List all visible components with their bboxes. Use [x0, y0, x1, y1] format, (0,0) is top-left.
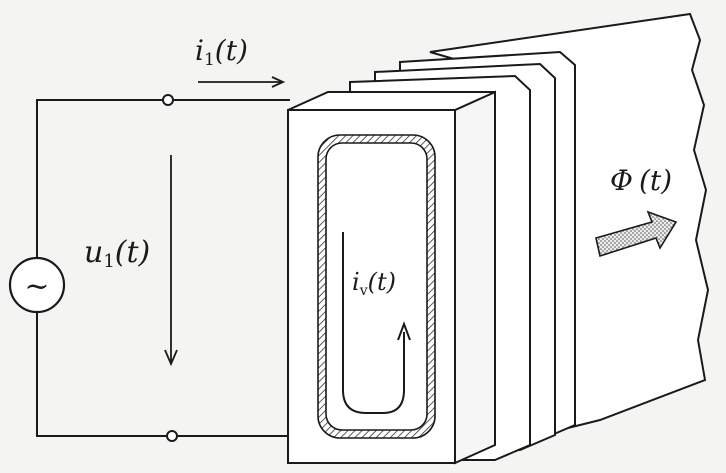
- terminal-bottom: [166, 430, 178, 442]
- label-phi: Φ (t): [610, 164, 672, 197]
- core-front-side-face: [454, 90, 496, 465]
- eddy-current-loop: [317, 134, 436, 439]
- label-iv: iv(t): [352, 268, 396, 299]
- current-arrow-i1: [198, 76, 286, 88]
- label-u1: u1(t): [84, 235, 150, 272]
- label-i1: i1(t): [195, 34, 248, 70]
- flux-arrow: [595, 210, 678, 258]
- terminal-top: [162, 94, 174, 106]
- circuit-wiring: [36, 99, 290, 437]
- eddy-current-arrow: [342, 232, 411, 414]
- ac-source-symbol: ~: [24, 269, 49, 304]
- voltage-arrow-u1: [164, 155, 178, 367]
- ac-source: ~: [8, 256, 66, 314]
